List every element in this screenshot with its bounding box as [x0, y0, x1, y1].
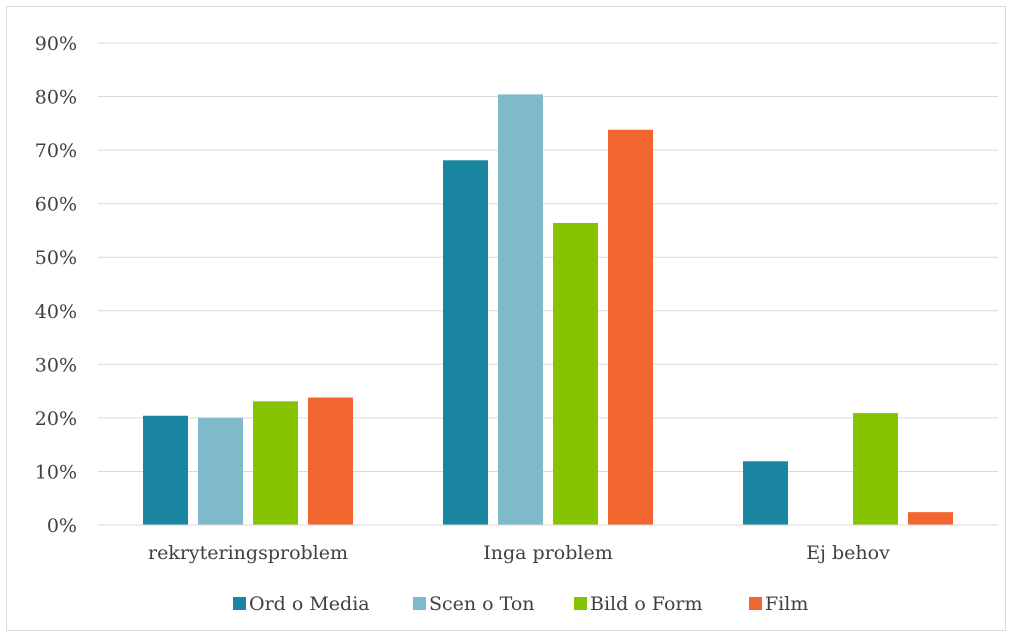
legend-label: Ord o Media	[249, 593, 370, 615]
legend-swatch	[413, 597, 426, 610]
legend: Ord o Media Scen o Ton Bild o Form Film	[233, 593, 808, 615]
bar	[853, 413, 898, 525]
legend-swatch	[233, 597, 246, 610]
bar	[743, 461, 788, 525]
bars	[143, 94, 953, 526]
y-tick-label: 50%	[35, 247, 77, 269]
y-tick-label: 60%	[35, 194, 77, 216]
y-axis-ticks: 0% 10% 20% 30% 40% 50% 60% 70% 80% 90%	[35, 33, 77, 537]
bar	[443, 160, 488, 525]
legend-label: Scen o Ton	[429, 593, 535, 615]
y-tick-label: 0%	[47, 515, 77, 537]
legend-swatch	[574, 597, 587, 610]
y-tick-label: 30%	[35, 354, 77, 376]
bar	[608, 129, 653, 525]
x-axis-labels: rekryteringsproblem Inga problem Ej behov	[148, 542, 890, 564]
y-tick-label: 40%	[35, 301, 77, 323]
y-tick-label: 70%	[35, 140, 77, 162]
x-category-label: Inga problem	[483, 542, 612, 564]
gridlines	[98, 42, 998, 472]
y-tick-label: 80%	[35, 87, 77, 109]
x-category-label: rekryteringsproblem	[148, 542, 348, 564]
legend-swatch	[749, 597, 762, 610]
bar	[198, 417, 243, 525]
bar	[143, 415, 188, 525]
legend-label: Film	[765, 593, 808, 615]
bar	[553, 222, 598, 526]
x-category-label: Ej behov	[806, 542, 890, 564]
bar	[308, 397, 353, 525]
y-tick-label: 10%	[35, 461, 77, 483]
y-tick-label: 90%	[35, 33, 77, 55]
legend-label: Bild o Form	[590, 593, 702, 615]
bar	[908, 512, 953, 525]
bar	[498, 94, 543, 525]
y-tick-label: 20%	[35, 408, 77, 430]
bar	[253, 401, 298, 525]
